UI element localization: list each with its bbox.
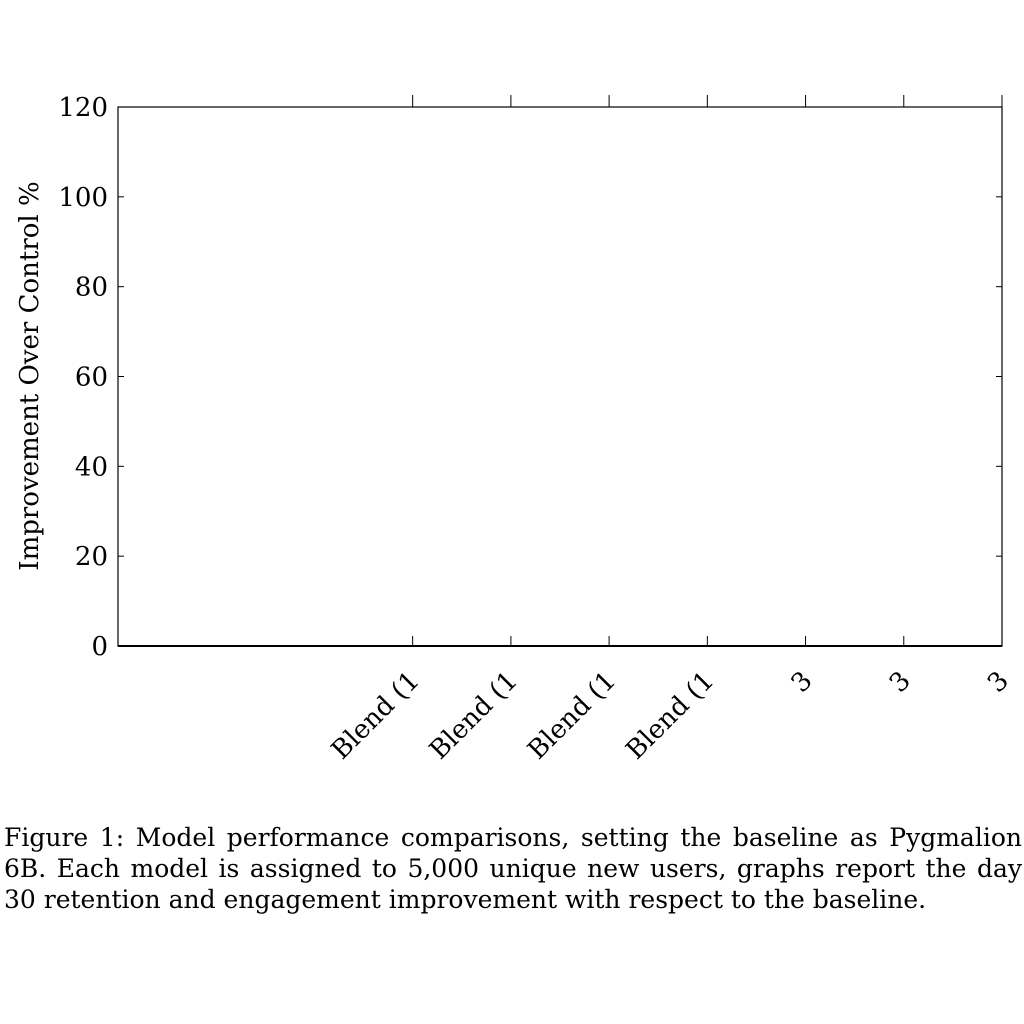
y-tick-label: 60 — [75, 363, 108, 393]
y-axis-label: Improvement Over Control % — [15, 181, 45, 570]
x-tick-label: Blend (1 — [620, 666, 720, 766]
y-axis: 0 20 40 60 80 100 120 — [58, 93, 1002, 662]
x-tick-label: Blend (1 — [522, 666, 622, 766]
y-tick-label: 120 — [58, 93, 108, 123]
y-tick-label: 0 — [91, 632, 108, 662]
x-tick-label: 3 — [786, 666, 819, 699]
x-tick-label: 3 — [884, 666, 917, 699]
figure-caption: Figure 1: Model performance comparisons,… — [4, 823, 1022, 914]
x-tick-label: 3 — [982, 666, 1015, 699]
y-tick-label: 80 — [75, 273, 108, 303]
y-tick-label: 100 — [58, 183, 108, 213]
y-tick-label: 40 — [75, 452, 108, 482]
x-tick-label: Blend (1 — [326, 666, 426, 766]
y-tick-label: 20 — [75, 542, 108, 572]
x-tick-label: Blend (1 — [424, 666, 524, 766]
plot-frame — [117, 106, 1003, 647]
